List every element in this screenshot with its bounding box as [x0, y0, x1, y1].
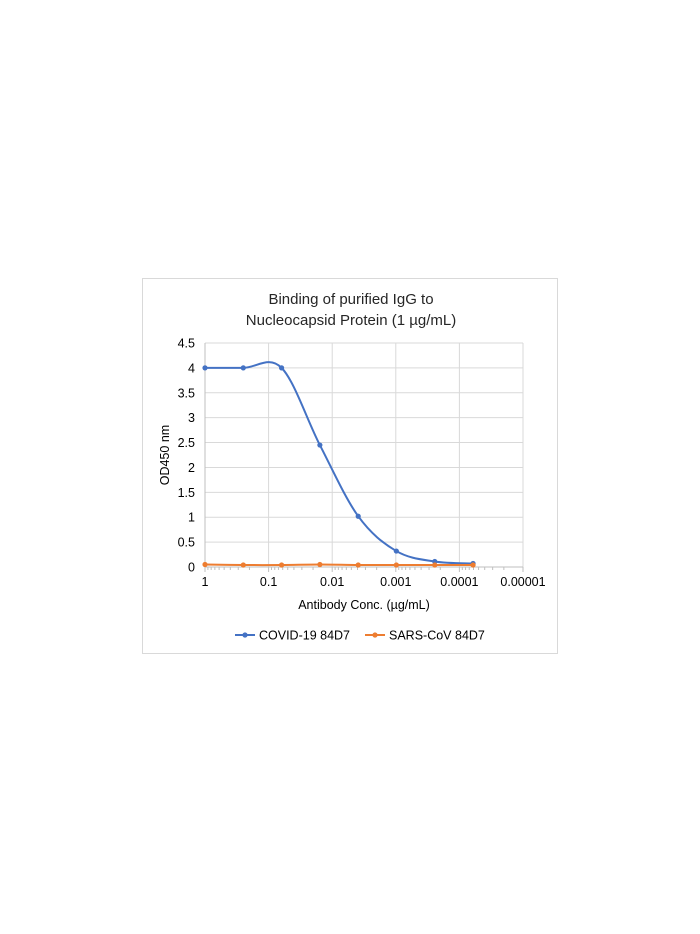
data-point [432, 562, 438, 568]
legend-swatch-marker [372, 632, 378, 638]
y-axis-title: OD450 nm [158, 425, 172, 485]
x-tick-label: 0.01 [320, 575, 344, 589]
data-point [355, 513, 361, 519]
legend-swatch-marker [242, 632, 248, 638]
data-point [355, 562, 361, 568]
y-tick-label: 3.5 [178, 386, 195, 400]
x-tick-label: 0.00001 [500, 575, 545, 589]
x-axis-title: Antibody Conc. (µg/mL) [298, 598, 430, 612]
y-tick-label: 2.5 [178, 436, 195, 450]
y-tick-label: 4 [188, 361, 195, 375]
axis-layer: 0 0.5 1 1.5 2 2.5 3 3.5 4 4.5 1 0.1 0.01 0.001 0.0001 0… [178, 337, 546, 590]
y-tick-label: 3 [188, 411, 195, 425]
chart-frame: 0 0.5 1 1.5 2 2.5 3 3.5 4 4.5 1 0.1 0.01 0.001 0.0001 0… [142, 278, 558, 654]
data-point [393, 548, 399, 554]
data-point [240, 562, 246, 568]
legend-item: COVID-19 84D7 [235, 629, 350, 643]
x-tick-label: 0.1 [260, 575, 277, 589]
legend-label: COVID-19 84D7 [259, 629, 350, 643]
y-tick-label: 0 [188, 561, 195, 575]
x-tick-label: 0.0001 [440, 575, 478, 589]
legend-label: SARS-CoV 84D7 [389, 629, 485, 643]
y-tick-label: 4.5 [178, 337, 195, 351]
legend: COVID-19 84D7 SARS-CoV 84D7 [235, 629, 485, 643]
chart-title-line-2: Nucleocapsid Protein (1 µg/mL) [246, 312, 456, 329]
data-point [470, 562, 476, 568]
x-tick-label: 0.001 [380, 575, 411, 589]
data-point [278, 365, 285, 371]
data-point [202, 365, 208, 371]
series-layer [202, 361, 476, 568]
x-tick-label: 1 [202, 575, 209, 589]
y-tick-label: 0.5 [178, 536, 195, 550]
y-tick-label: 1 [188, 511, 195, 525]
y-tick-label: 1.5 [178, 486, 195, 500]
data-point [317, 561, 323, 568]
data-point [240, 365, 246, 371]
chart-title-line-1: Binding of purified IgG to [268, 291, 433, 308]
y-tick-label: 2 [188, 461, 195, 475]
legend-item: SARS-CoV 84D7 [365, 629, 485, 643]
data-point [278, 562, 285, 568]
series-line [205, 361, 474, 565]
data-point [393, 562, 399, 568]
chart-svg: 0 0.5 1 1.5 2 2.5 3 3.5 4 4.5 1 0.1 0.01 0.001 0.0001 0… [158, 291, 546, 643]
grid-layer [205, 342, 524, 567]
data-point [317, 442, 323, 448]
series-line [204, 563, 474, 567]
data-point [202, 561, 208, 568]
